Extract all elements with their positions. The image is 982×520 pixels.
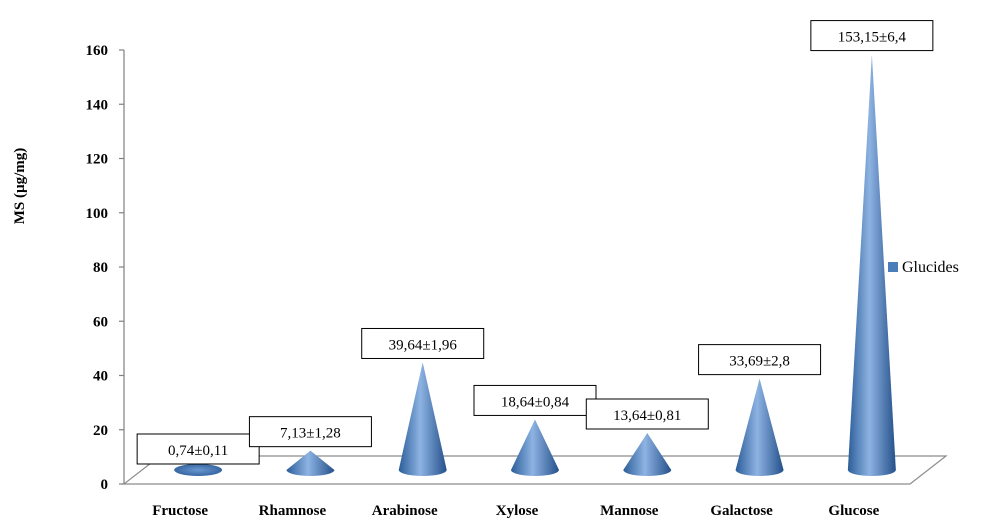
y-tick-label: 20: [93, 423, 108, 439]
x-tick-label: Mannose: [600, 503, 659, 519]
data-label-text: 7,13±1,28: [280, 426, 341, 442]
data-label-text: 13,64±0,81: [613, 408, 681, 424]
data-label-box: [361, 327, 485, 359]
data-label: 13,64±0,81: [585, 398, 709, 430]
data-labels: 0,74±0,11 7,13±1,28 39,64±1,96 18,64±0,84 13…: [136, 20, 934, 465]
cone-body: [623, 433, 672, 476]
legend: Glucides: [888, 259, 959, 276]
y-tick-label: 40: [93, 369, 108, 385]
x-tick-label: Galactose: [710, 503, 773, 519]
cone-galactose: [735, 378, 784, 476]
x-axis-labels: Fructose Rhamnose Arabinose Xylose Mannose Ga…: [152, 503, 879, 519]
cone-body: [847, 54, 896, 476]
x-tick-label: Glucose: [828, 503, 879, 519]
cone-rhamnose: [286, 450, 335, 476]
data-label: 18,64±0,84: [473, 384, 597, 416]
y-tick-label: 60: [93, 314, 108, 330]
cone-body: [735, 378, 784, 476]
cone-xylose: [511, 419, 559, 476]
cone-body: [511, 419, 559, 476]
data-label-text: 0,74±0,11: [168, 443, 228, 459]
data-label: 39,64±1,96: [361, 327, 485, 359]
y-tick-label: 140: [86, 97, 109, 113]
cone-body: [398, 362, 447, 476]
cones: [174, 54, 896, 476]
y-tick-label: 120: [86, 152, 109, 168]
y-tick-label: 100: [86, 206, 109, 222]
x-tick-label: Xylose: [496, 503, 539, 519]
y-tick-label: 160: [86, 43, 109, 59]
data-label-box: [698, 344, 822, 376]
cone-arabinose: [398, 362, 447, 476]
x-tick-label: Fructose: [152, 503, 208, 519]
data-label-text: 18,64±0,84: [501, 394, 570, 410]
x-tick-label: Rhamnose: [259, 503, 327, 519]
y-tick-label: 80: [93, 260, 108, 276]
legend-label: Glucides: [902, 259, 959, 276]
data-label-box: [136, 433, 260, 465]
x-tick-label: Arabinose: [372, 503, 438, 519]
y-axis-ticks: 0 20 40 60 80 100 120 140 160: [86, 43, 124, 493]
data-label-text: 33,69±2,8: [729, 354, 790, 370]
y-tick-label: 0: [101, 477, 109, 493]
legend-swatch: [888, 262, 898, 272]
cone-fructose: [174, 464, 223, 476]
data-label-box: [473, 384, 597, 416]
y-axis-label: MS (µg/mg): [12, 148, 28, 225]
data-label-box: [810, 20, 934, 52]
data-label-box: [248, 416, 372, 448]
data-label-box: [585, 398, 709, 430]
data-label-text: 39,64±1,96: [389, 337, 458, 353]
cone-base: [174, 464, 223, 476]
data-label: 7,13±1,28: [248, 416, 372, 448]
data-label: 153,15±6,4: [810, 20, 934, 52]
cone-glucose: [847, 54, 896, 476]
data-label: 0,74±0,11: [136, 433, 260, 465]
data-label: 33,69±2,8: [698, 344, 822, 376]
cone-mannose: [623, 433, 672, 476]
cone-body: [286, 450, 335, 476]
data-label-text: 153,15±6,4: [838, 30, 907, 46]
